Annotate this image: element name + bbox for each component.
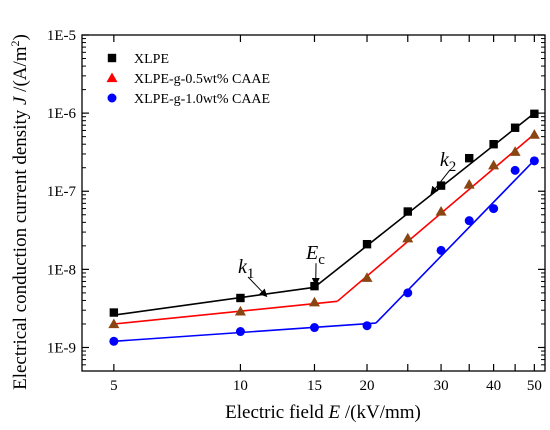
data-point-series-2 (308, 296, 320, 307)
annotations: k1 Ec k2 (238, 149, 456, 298)
data-point-series-1 (403, 207, 412, 216)
x-tick-label: 5 (110, 378, 118, 394)
fit-line-series-1-low (113, 286, 315, 316)
data-point-series-3 (309, 323, 319, 333)
x-axis-ticks: 5 10 15 20 30 40 50 (110, 35, 542, 394)
data-point-series-1 (362, 239, 372, 249)
x-tick-label: 50 (527, 378, 542, 394)
legend-marker-1 (107, 53, 117, 63)
data-point-series-3 (464, 216, 474, 226)
data-point-series-2 (488, 159, 500, 170)
x-tick-label: 15 (307, 378, 322, 394)
data-point-series-2 (361, 272, 373, 282)
y-tick-label: 1E-9 (47, 340, 76, 356)
y-tick-label: 1E-6 (47, 106, 77, 122)
legend-label-2: XLPE-g-0.5wt% CAAE (134, 72, 270, 87)
data-point-series-1 (530, 109, 539, 119)
fit-line-series-2-low (113, 300, 338, 325)
legend-label-3: XLPE-g-1.0wt% CAAE (134, 92, 270, 107)
data-point-series-3 (403, 288, 413, 298)
x-tick-label: 20 (360, 378, 375, 394)
data-point-series-2 (509, 146, 521, 156)
data-point-series-1 (510, 123, 520, 132)
data-point-series-3 (489, 204, 499, 214)
data-point-series-3 (529, 156, 539, 166)
data-point-series-3 (362, 321, 372, 331)
data-point-series-3 (235, 327, 245, 337)
data-point-series-1 (436, 181, 446, 190)
annotation-arrow (247, 276, 268, 298)
data-point-series-2 (108, 318, 120, 329)
data-point-series-2 (435, 206, 447, 216)
fit-line-series-1-high (314, 112, 535, 288)
y-tick-label: 1E-8 (47, 262, 76, 278)
legend-marker-3 (107, 93, 117, 103)
legend-marker-2 (106, 72, 118, 83)
annotation-label: k1 (238, 256, 254, 282)
data-point-series-1 (465, 153, 474, 163)
data-point-series-1 (109, 308, 119, 317)
annotation-label: k2 (440, 149, 456, 175)
x-axis-title: Electric field E /(kV/mm) (225, 402, 421, 423)
annotation-arrow (430, 169, 451, 195)
data-point-series-3 (436, 245, 446, 255)
annotation-label: Ec (305, 242, 325, 268)
y-axis-title: Electrical conduction current density J … (8, 34, 31, 390)
data-point-series-2 (528, 129, 540, 139)
data-point-series-1 (236, 293, 245, 303)
data-point-series-1 (310, 281, 319, 291)
fit-line-series-2-high (336, 133, 535, 302)
y-tick-label: 1E-7 (47, 184, 77, 200)
data-markers (108, 109, 540, 346)
data-point-series-2 (234, 305, 246, 316)
data-point-series-1 (489, 140, 498, 149)
fit-lines (113, 112, 535, 343)
y-axis-ticks: 1E-9 1E-8 1E-7 1E-6 1E-5 (47, 28, 545, 372)
data-point-series-2 (463, 178, 475, 189)
x-tick-label: 10 (233, 378, 248, 394)
x-tick-label: 30 (434, 378, 449, 394)
fit-line-series-3-high (375, 159, 535, 324)
data-point-series-3 (510, 165, 520, 175)
y-tick-label: 1E-5 (47, 28, 76, 44)
data-point-series-2 (402, 232, 414, 243)
x-tick-label: 40 (486, 378, 501, 394)
data-point-series-3 (109, 336, 119, 346)
legend-label-1: XLPE (134, 52, 169, 67)
legend: XLPE XLPE-g-0.5wt% CAAE XLPE-g-1.0wt% CAAE (106, 52, 270, 107)
